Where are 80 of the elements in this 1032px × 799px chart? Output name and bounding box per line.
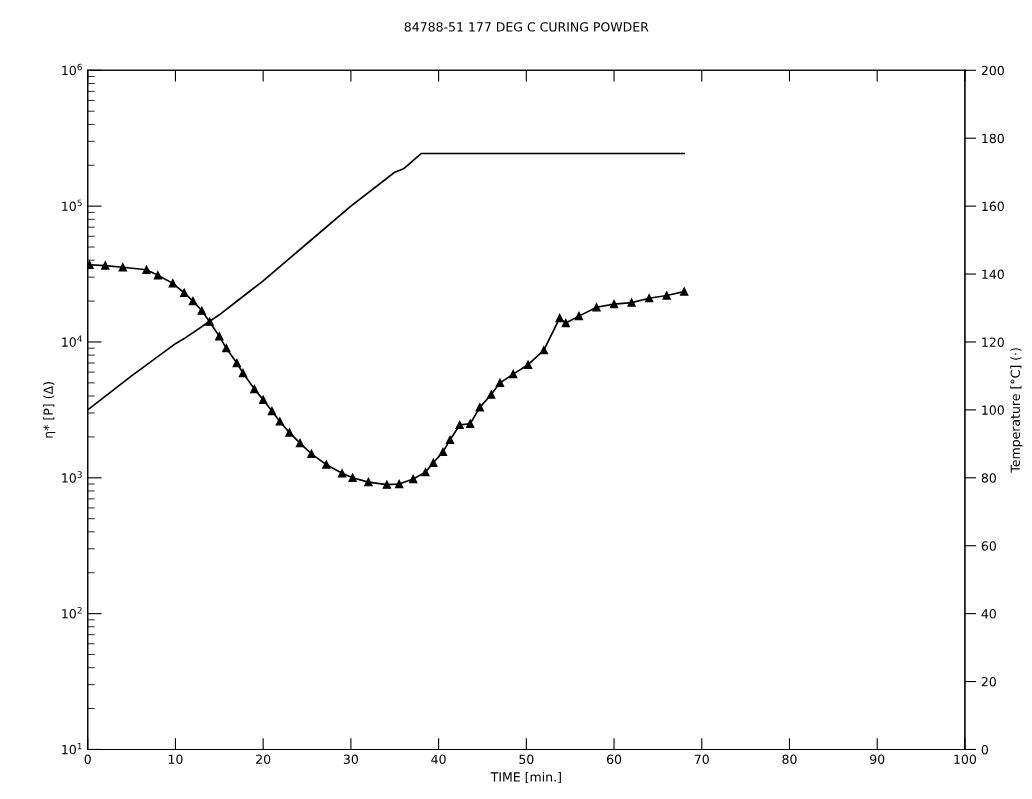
x-axis-title: TIME [min.] xyxy=(490,771,561,784)
x-tick-label: 70 xyxy=(694,754,709,764)
point xyxy=(275,417,284,426)
y2-tick-label: 140 xyxy=(982,269,1004,279)
point xyxy=(285,428,294,437)
point xyxy=(466,419,475,428)
point xyxy=(348,473,357,482)
point xyxy=(592,303,601,312)
point xyxy=(438,447,448,457)
point xyxy=(394,479,404,489)
x-tick-label: 30 xyxy=(343,754,358,764)
x-tick-label: 100 xyxy=(954,754,977,764)
point xyxy=(574,311,584,321)
point xyxy=(250,384,259,394)
x-tick-label: 10 xyxy=(168,754,183,764)
y2-tick-label: 20 xyxy=(981,677,996,687)
y2-tick-label: 100 xyxy=(982,405,1004,415)
point xyxy=(508,369,518,379)
point xyxy=(429,458,438,467)
point xyxy=(118,263,127,272)
point xyxy=(455,420,464,430)
point xyxy=(307,449,316,459)
x-tick-label: 50 xyxy=(519,754,534,764)
y-tick-label: 10$^{2}$ xyxy=(62,607,82,619)
x-tick-label: 0 xyxy=(84,754,91,764)
point xyxy=(215,332,224,341)
x-tick-label: 80 xyxy=(782,754,797,764)
point xyxy=(87,260,94,269)
point xyxy=(142,265,151,274)
y2-tick-label: 40 xyxy=(981,609,996,619)
point xyxy=(295,438,305,448)
y-tick-label: 10$^{4}$ xyxy=(62,335,82,347)
y2-tick-label: 0 xyxy=(981,744,989,755)
point xyxy=(364,477,373,487)
point xyxy=(609,299,619,309)
point xyxy=(222,344,231,353)
point xyxy=(644,294,654,303)
point xyxy=(445,435,455,445)
y-tick-label: 10$^{5}$ xyxy=(62,199,82,211)
x-tick-label: 40 xyxy=(431,754,446,764)
x-tick-label: 20 xyxy=(256,754,271,764)
point xyxy=(168,279,177,288)
point xyxy=(232,358,242,368)
point xyxy=(680,287,689,296)
point xyxy=(180,288,189,298)
y2-tick-label: 160 xyxy=(982,201,1004,212)
point xyxy=(523,360,533,369)
point xyxy=(539,346,549,355)
y2-axis-title: Temperature [°C] (·) xyxy=(1010,348,1023,473)
y-tick-label: 10$^{6}$ xyxy=(62,63,82,76)
point xyxy=(238,368,248,378)
chart-title: 84788-51 177 DEG C CURING POWDER xyxy=(404,22,649,32)
y2-tick-label: 80 xyxy=(981,473,996,483)
point xyxy=(101,261,110,270)
point xyxy=(627,298,636,307)
point xyxy=(555,313,564,323)
y2-tick-label: 200 xyxy=(981,65,1004,76)
point xyxy=(153,271,163,280)
point xyxy=(258,395,268,404)
point xyxy=(421,468,430,477)
x-tick-label: 60 xyxy=(606,754,622,764)
point xyxy=(475,403,484,412)
point xyxy=(322,460,331,469)
y2-tick-label: 180 xyxy=(982,133,1004,144)
point xyxy=(337,469,347,478)
point xyxy=(408,474,418,484)
y-axis-title: η* [P] (Δ) xyxy=(43,382,56,438)
y2-tick-label: 60 xyxy=(981,541,996,551)
point xyxy=(382,480,392,489)
point xyxy=(495,378,505,388)
x-tick-label: 90 xyxy=(870,754,885,764)
point xyxy=(662,291,671,300)
y-tick-label: 10$^{1}$ xyxy=(62,742,82,755)
y2-tick-label: 120 xyxy=(982,337,1004,347)
point xyxy=(487,390,496,399)
point xyxy=(267,406,277,416)
point xyxy=(197,306,206,315)
y-tick-label: 10$^{3}$ xyxy=(62,471,82,483)
point xyxy=(188,296,198,306)
point xyxy=(561,318,570,328)
